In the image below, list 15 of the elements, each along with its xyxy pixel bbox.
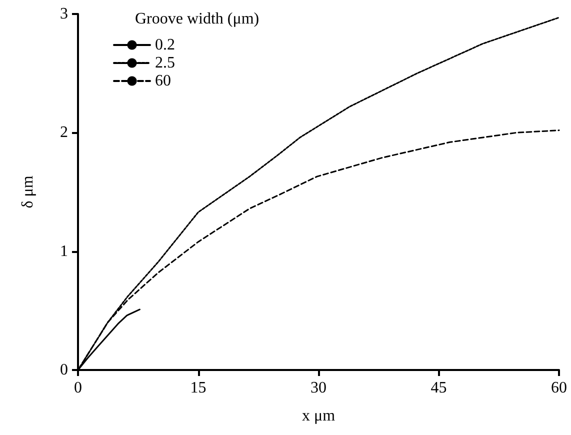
legend-label: 0.2 xyxy=(155,36,175,54)
y-tick-label: 1 xyxy=(60,242,68,260)
y-axis-title: δ μm xyxy=(20,175,36,208)
y-tick-label: 3 xyxy=(60,6,68,22)
legend-label: 2.5 xyxy=(155,54,175,72)
x-tick-label: 15 xyxy=(190,380,206,396)
legend-label: 60 xyxy=(155,72,171,90)
y-tick-label: 2 xyxy=(60,124,68,142)
x-axis-title: x μm xyxy=(302,408,336,424)
y-tick-label: 0 xyxy=(60,362,68,378)
x-tick-label: 60 xyxy=(551,380,567,396)
x-tick-label: 45 xyxy=(430,380,447,396)
x-tick-label: 30 xyxy=(310,380,326,396)
legend-title: Groove width (μm) xyxy=(135,10,260,28)
x-tick-label: 0 xyxy=(74,380,82,396)
